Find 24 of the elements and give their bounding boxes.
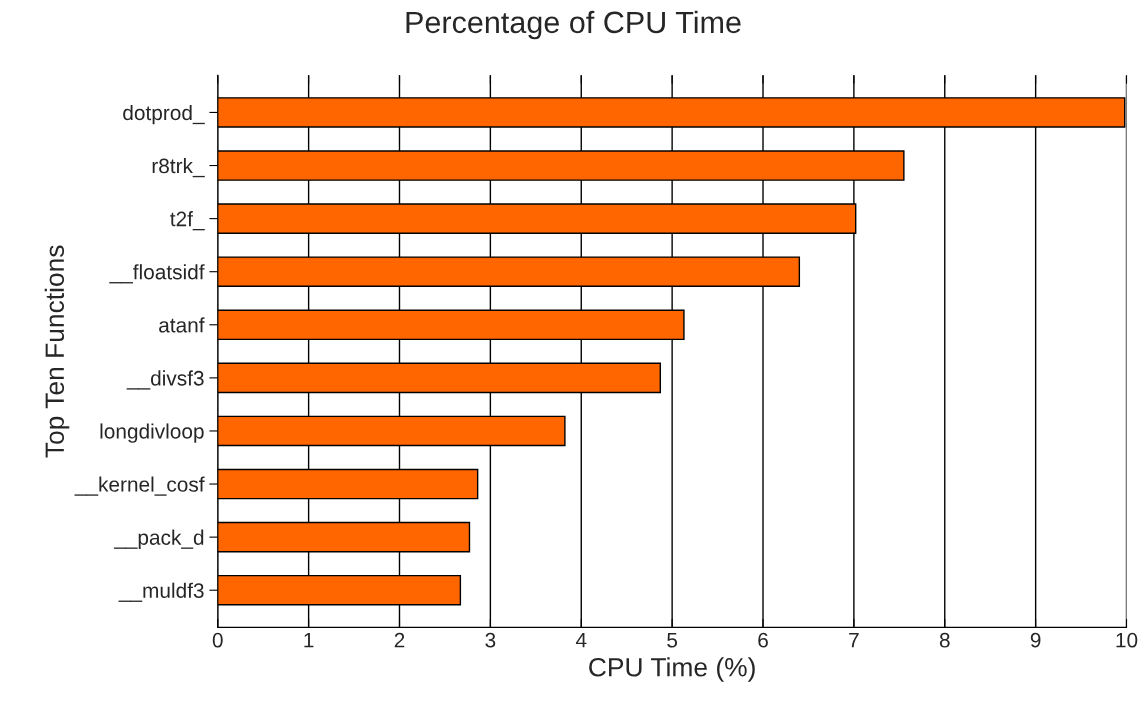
x-tick-label: 8 [939,632,950,648]
y-tick-label: __divsf3 [126,370,204,390]
x-tick-label: 1 [304,633,314,648]
x-tick-label: 10 [1116,632,1138,648]
y-tick-label: longdivloop [100,423,204,443]
x-tick-label: 2 [394,632,405,648]
x-tick-label: 9 [1030,632,1041,648]
y-axis-title: Top Ten Functions [44,245,70,458]
y-tick-label: __kernel_cosf [74,476,205,496]
x-tick-label: 5 [667,633,678,648]
x-axis-title: CPU Time (%) [589,657,755,682]
y-tick-label: r8trk_ [152,157,205,178]
y-tick-label: __muldf3 [118,582,204,602]
y-tick-label: t2f_ [170,211,205,231]
y-tick-label: __pack_d [113,529,204,549]
chart-title: Percentage of CPU Time [406,10,741,40]
x-tick-label: 0 [212,632,223,648]
x-tick-label: 7 [849,633,859,648]
x-tick-label: 3 [485,632,496,648]
x-tick-label: 4 [575,633,587,648]
y-tick-label: __floatsidf [109,264,205,284]
y-tick-label: dotprod_ [123,104,205,125]
x-tick-label: 6 [758,632,768,648]
y-tick-label: atanf [159,317,205,333]
